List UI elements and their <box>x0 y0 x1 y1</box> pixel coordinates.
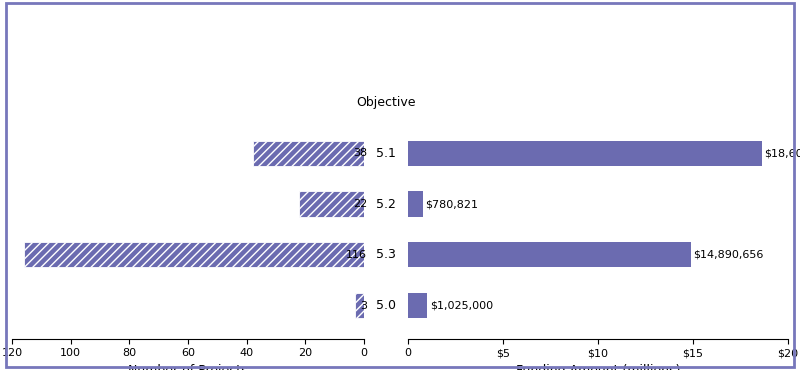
Bar <box>408 191 423 217</box>
Text: $18,607,290: $18,607,290 <box>764 148 800 158</box>
Text: Total Funding: $35,303,767: Total Funding: $35,303,767 <box>298 58 502 71</box>
Bar <box>408 293 427 318</box>
Text: 5.3: 5.3 <box>376 248 396 261</box>
Text: 5.2: 5.2 <box>376 198 396 211</box>
Text: 5.1: 5.1 <box>376 147 396 160</box>
Text: 22: 22 <box>353 199 367 209</box>
Bar <box>299 191 364 217</box>
Bar <box>408 242 691 268</box>
Text: 2020: 2020 <box>377 13 423 31</box>
Text: 116: 116 <box>346 250 367 260</box>
X-axis label: Funding Amount (millions): Funding Amount (millions) <box>516 364 680 370</box>
Text: 5.0: 5.0 <box>376 299 396 312</box>
Bar <box>408 141 762 166</box>
Text: 38: 38 <box>353 148 367 158</box>
Text: $1,025,000: $1,025,000 <box>430 300 493 310</box>
Text: Number of Projects: 179: Number of Projects: 179 <box>309 80 491 93</box>
Text: Question 5: Services and Supports: Question 5: Services and Supports <box>251 36 549 51</box>
Text: $14,890,656: $14,890,656 <box>694 250 763 260</box>
Bar <box>24 242 364 268</box>
X-axis label: Number of Projects: Number of Projects <box>128 364 248 370</box>
Text: $780,821: $780,821 <box>425 199 478 209</box>
Bar <box>355 293 364 318</box>
Bar <box>253 141 364 166</box>
Text: Objective: Objective <box>356 96 416 110</box>
Text: 3: 3 <box>360 300 367 310</box>
